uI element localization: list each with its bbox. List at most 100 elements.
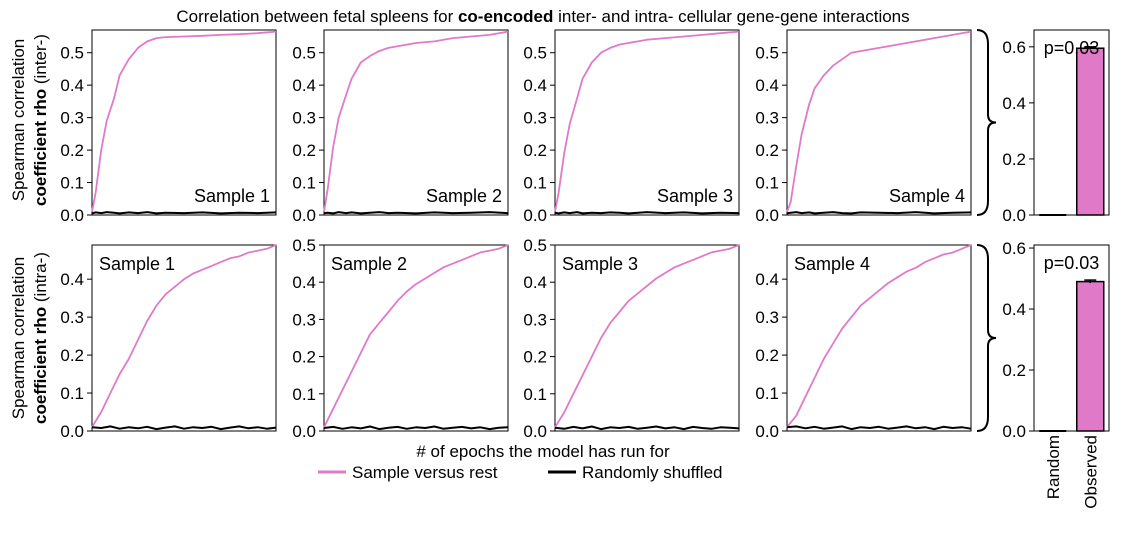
y-tick-label: 0.4 (292, 273, 316, 292)
ylabel-bottom-bold: coefficient rho (31, 307, 50, 424)
y-tick-label: 0.4 (1002, 300, 1026, 319)
x-axis-label: # of epochs the model has run for (416, 442, 670, 461)
ylabel-top-line1: Spearman correlation (9, 39, 28, 202)
y-tick-label: 0.5 (523, 236, 547, 255)
series-line-randomly-shuffled (786, 425, 972, 431)
y-tick-label: 0.2 (1002, 150, 1026, 169)
sample-annotation: Sample 1 (194, 186, 270, 206)
x-tick-label-group: Observed (1081, 435, 1100, 509)
sample-annotation: Sample 4 (794, 254, 870, 274)
y-tick-label: 0.2 (523, 348, 547, 367)
y-tick-label: 0.5 (292, 236, 316, 255)
panel-5: 0.0 0.1 0.2 0.3 0.4 0.5 Sample 2 (292, 236, 509, 441)
bar-observed (1076, 280, 1105, 432)
figure-title: Correlation between fetal spleens for co… (176, 7, 909, 26)
y-tick-label: 0.0 (755, 206, 779, 225)
y-tick-label: 0.4 (60, 270, 84, 289)
legend: Sample versus rest Randomly shuffled (318, 463, 723, 482)
series-line-sample-vs-rest (91, 244, 277, 428)
y-tick-label: 0.0 (755, 422, 779, 441)
y-tick-label: 0.4 (60, 76, 84, 95)
panel-9: 0.0 0.2 0.4 0.6 p=0.03 Random Observed (1002, 239, 1110, 509)
ylabel-top-plain: (inter-) (31, 34, 50, 89)
series-line-sample-vs-rest (323, 30, 509, 212)
plot-frame (554, 29, 740, 216)
series-line-randomly-shuffled (554, 425, 740, 431)
ylabel-top: Spearman correlation coefficient rho (in… (9, 34, 50, 206)
plot-frame (786, 29, 972, 216)
title-bold: co-encoded (458, 7, 553, 26)
y-tick-label: 0.1 (292, 385, 316, 404)
series-line-sample-vs-rest (554, 244, 740, 428)
sample-annotation: Sample 2 (426, 186, 502, 206)
title-rest: inter- and intra- cellular gene-gene int… (553, 7, 909, 26)
y-tick-label: 0.1 (292, 174, 316, 193)
y-tick-label: 0.0 (292, 206, 316, 225)
y-tick-label: 0.4 (755, 270, 779, 289)
y-tick-label: 0.4 (523, 76, 547, 95)
y-tick-label: 0.0 (523, 206, 547, 225)
panel-0: 0.0 0.1 0.2 0.3 0.4 0.5 Sample 1 (60, 29, 277, 225)
panel-8: 0.0 0.2 0.4 0.6 p=0.03 (1002, 29, 1110, 225)
ylabel-bottom-line2: coefficient rho (intra-) (31, 252, 50, 424)
y-tick-label: 0.0 (60, 206, 84, 225)
sample-annotation: Sample 3 (562, 254, 638, 274)
y-tick-label: 0.5 (523, 44, 547, 63)
ylabel-top-bold: coefficient rho (31, 89, 50, 206)
series-line-randomly-shuffled (786, 211, 972, 215)
series-line-sample-vs-rest (554, 30, 740, 212)
y-tick-label: 0.0 (1002, 206, 1026, 225)
series-line-sample-vs-rest (323, 244, 509, 428)
panel-3: 0.0 0.1 0.2 0.3 0.4 0.5 Sample 4 (755, 29, 997, 225)
y-tick-label: 0.0 (60, 422, 84, 441)
ylabel-top-line2: coefficient rho (inter-) (31, 34, 50, 206)
y-tick-label: 0.3 (60, 308, 84, 327)
ylabel-bottom-plain: (intra-) (31, 252, 50, 307)
y-tick-label: 0.0 (523, 422, 547, 441)
plot-frame (91, 29, 277, 216)
series-line-sample-vs-rest (786, 244, 972, 428)
x-tick-label: Observed (1081, 435, 1100, 509)
panel-1: 0.0 0.1 0.2 0.3 0.4 0.5 Sample 2 (292, 29, 509, 225)
y-tick-label: 0.6 (1002, 239, 1026, 258)
y-tick-label: 0.2 (60, 346, 84, 365)
series-line-randomly-shuffled (323, 425, 509, 431)
y-tick-label: 0.2 (755, 141, 779, 160)
plot-frame (786, 244, 972, 432)
y-tick-label: 0.0 (292, 422, 316, 441)
legend-label-randomly-shuffled: Randomly shuffled (582, 463, 723, 482)
y-tick-label: 0.4 (523, 273, 547, 292)
y-tick-label: 0.3 (523, 310, 547, 329)
x-tick-label-group: Random (1044, 435, 1063, 499)
brace (976, 29, 997, 216)
sample-annotation: Sample 2 (331, 254, 407, 274)
y-tick-label: 0.2 (292, 141, 316, 160)
panel-4: 0.0 0.1 0.2 0.3 0.4 Sample 1 (60, 244, 277, 441)
panel-6: 0.0 0.1 0.2 0.3 0.4 0.5 Sample 3 (523, 236, 740, 441)
y-tick-label: 0.2 (60, 141, 84, 160)
ylabel-bottom-line1: Spearman correlation (9, 257, 28, 420)
series-line-randomly-shuffled (323, 211, 509, 215)
y-tick-label: 0.1 (523, 174, 547, 193)
panel-2: 0.0 0.1 0.2 0.3 0.4 0.5 Sample 3 (523, 29, 740, 225)
y-tick-label: 0.5 (755, 44, 779, 63)
series-line-sample-vs-rest (786, 30, 972, 213)
y-tick-label: 0.3 (523, 109, 547, 128)
y-tick-label: 0.3 (292, 109, 316, 128)
plot-frame (91, 244, 277, 432)
sample-annotation: Sample 1 (99, 254, 175, 274)
brace (976, 244, 997, 432)
sample-annotation: Sample 3 (657, 186, 733, 206)
series-line-randomly-shuffled (91, 211, 277, 215)
series-line-sample-vs-rest (91, 30, 277, 212)
plot-frame (323, 29, 509, 216)
plot-frame (554, 244, 740, 432)
y-tick-label: 0.4 (292, 76, 316, 95)
legend-label-sample-vs-rest: Sample versus rest (352, 463, 498, 482)
y-tick-label: 0.1 (60, 384, 84, 403)
y-tick-label: 0.2 (523, 141, 547, 160)
y-tick-label: 0.1 (755, 384, 779, 403)
y-tick-label: 0.4 (755, 76, 779, 95)
